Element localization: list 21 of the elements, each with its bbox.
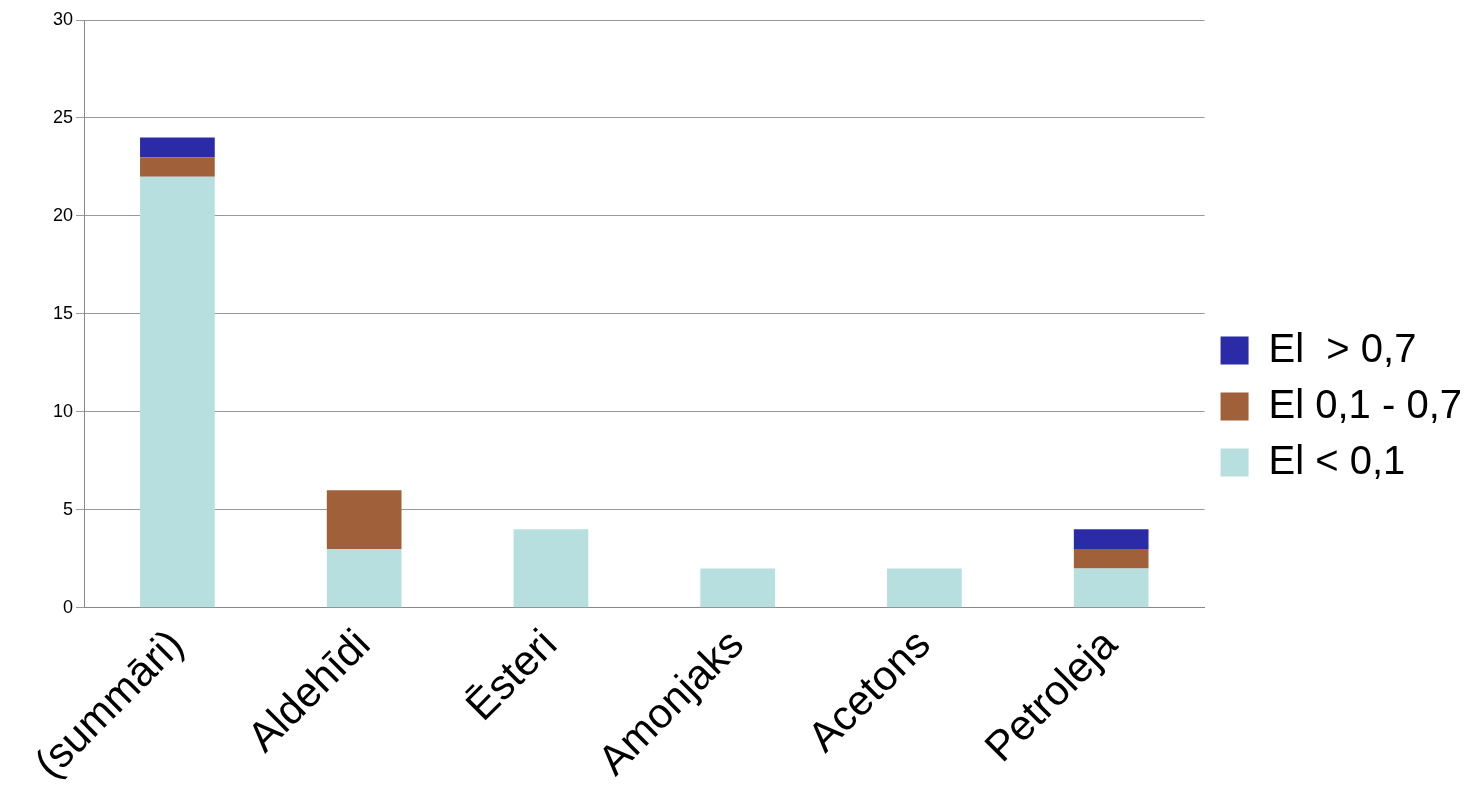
bar	[140, 176, 215, 608]
y-tick-label: 15	[52, 302, 74, 323]
bar	[326, 490, 402, 549]
bar	[513, 529, 589, 608]
legend-label: El < 0,1	[1268, 437, 1406, 482]
bar	[1073, 568, 1149, 608]
y-tick-label: 30	[52, 8, 74, 29]
bar	[1073, 548, 1149, 569]
bar	[140, 137, 215, 158]
y-tick-label: 10	[52, 400, 74, 421]
y-tick-label: 20	[52, 204, 74, 225]
bar	[1073, 529, 1149, 549]
bar	[326, 548, 402, 608]
y-tick-label: 0	[63, 596, 74, 617]
bar	[140, 157, 215, 177]
y-tick-label: 25	[52, 106, 74, 127]
legend-label: El > 0,7	[1268, 325, 1417, 370]
y-tick-label: 5	[63, 498, 74, 519]
bar	[700, 568, 776, 608]
legend-label: El 0,1 - 0,7	[1268, 381, 1462, 426]
bar	[887, 568, 962, 608]
